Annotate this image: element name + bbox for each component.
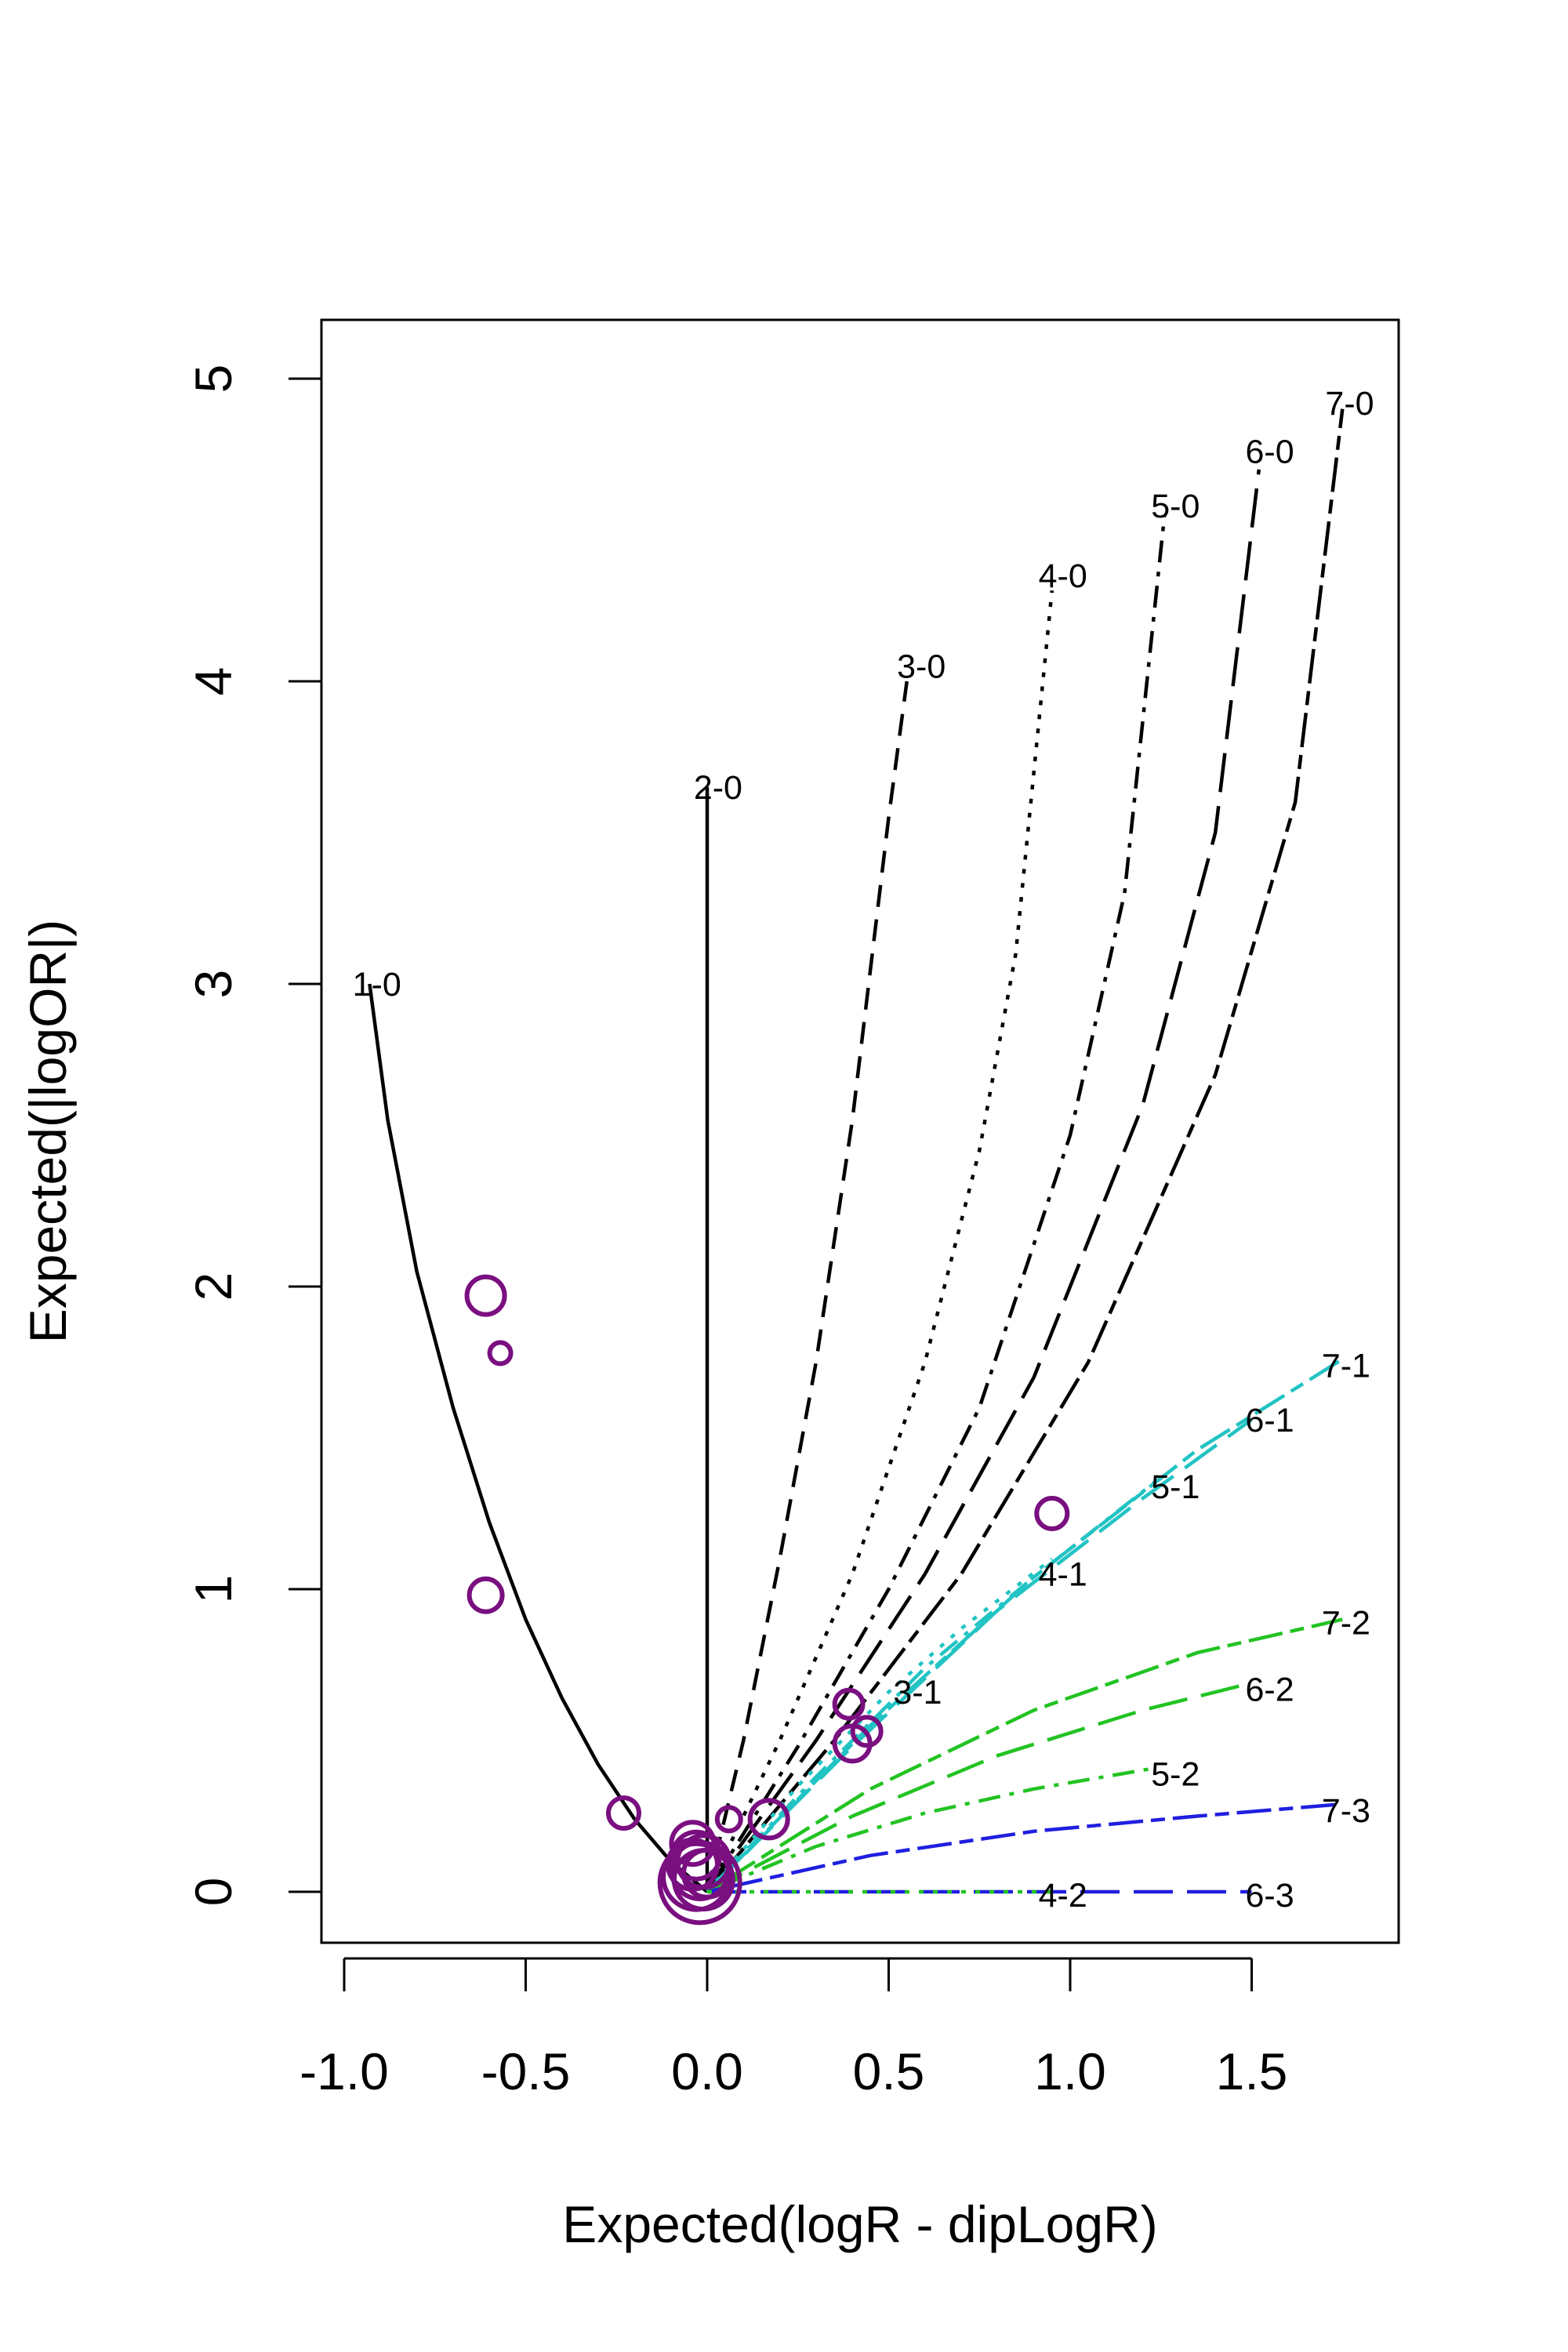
curve-4-0 (705, 590, 1054, 1893)
data-point-3 (606, 1795, 641, 1831)
x-tick-label: -0.5 (481, 2042, 571, 2100)
curve-label-6-0: 6-0 (1246, 434, 1294, 471)
x-tick-label: 1.5 (1216, 2042, 1288, 2100)
curve-1-0 (368, 983, 709, 1893)
curve-label-7-1: 7-1 (1322, 1347, 1370, 1385)
curve-label-6-2: 6-2 (1246, 1671, 1294, 1708)
curve-5-0 (706, 514, 1167, 1893)
y-tick-label: 4 (184, 667, 242, 696)
curve-label-4-2: 4-2 (1039, 1877, 1087, 1915)
x-axis: -1.0 -0.5 0.0 0.5 1.0 1.5 (299, 1957, 1288, 2100)
curve-5-1 (706, 1479, 1159, 1893)
y-tick-label: 5 (184, 365, 242, 394)
curve-6-2 (706, 1681, 1253, 1893)
data-point-9 (1034, 1496, 1070, 1531)
y-axis: 0 1 2 3 4 5 (184, 365, 323, 1907)
curve-label-1-0: 1-0 (353, 966, 401, 1004)
y-tick-label: 3 (184, 970, 242, 999)
curve-label-7-2: 7-2 (1322, 1605, 1370, 1642)
x-axis-title: Expected(logR - dipLogR) (562, 2195, 1157, 2253)
x-tick-label: 1.0 (1034, 2042, 1106, 2100)
x-tick-label: 0.5 (853, 2042, 925, 2100)
data-point-1 (487, 1340, 514, 1367)
curve-label-6-3: 6-3 (1246, 1877, 1294, 1915)
data-point-2 (466, 1576, 505, 1614)
curve-label-3-1: 3-1 (893, 1674, 942, 1711)
curve-label-4-1: 4-1 (1039, 1556, 1087, 1594)
y-tick-label: 1 (184, 1575, 242, 1604)
data-point-17 (671, 1848, 735, 1912)
curve-label-7-3: 7-3 (1322, 1792, 1370, 1830)
curve-3-0 (705, 681, 909, 1893)
y-tick-label: 2 (184, 1272, 242, 1301)
curve-7-1 (706, 1357, 1344, 1893)
curve-7-0 (706, 408, 1345, 1893)
data-point-18 (657, 1840, 742, 1926)
curve-label-5-0: 5-0 (1151, 488, 1200, 525)
curve-labels: 1-0 2-0 3-0 4-0 5-0 6-0 7-0 7-1 6-1 5-1 4-1 3-1 7-2 6… (353, 385, 1374, 1915)
curve-5-2 (706, 1766, 1158, 1894)
curves (368, 408, 1345, 1894)
curve-label-5-1: 5-1 (1151, 1468, 1200, 1506)
x-tick-label: 0.0 (671, 2042, 743, 2100)
data-point-0 (464, 1274, 507, 1317)
data-points (464, 1274, 1070, 1926)
data-point-8 (850, 1715, 884, 1748)
y-axis-title: Expected(|logOR|) (19, 920, 77, 1344)
curve-4-1 (706, 1557, 1054, 1893)
data-point-4 (714, 1805, 743, 1834)
curve-label-4-0: 4-0 (1039, 557, 1087, 595)
curve-6-0 (706, 469, 1261, 1893)
curve-label-5-2: 5-2 (1151, 1756, 1200, 1794)
curve-7-2 (706, 1617, 1343, 1893)
curve-label-2-0: 2-0 (694, 769, 742, 807)
curve-label-6-1: 6-1 (1246, 1402, 1294, 1439)
x-tick-label: -1.0 (299, 2042, 389, 2100)
curve-label-3-0: 3-0 (897, 648, 946, 686)
curve-7-3 (706, 1802, 1343, 1894)
data-point-5 (747, 1798, 790, 1841)
y-tick-label: 0 (184, 1878, 242, 1907)
data-point-6 (832, 1687, 866, 1721)
curve-label-7-0: 7-0 (1325, 385, 1374, 423)
